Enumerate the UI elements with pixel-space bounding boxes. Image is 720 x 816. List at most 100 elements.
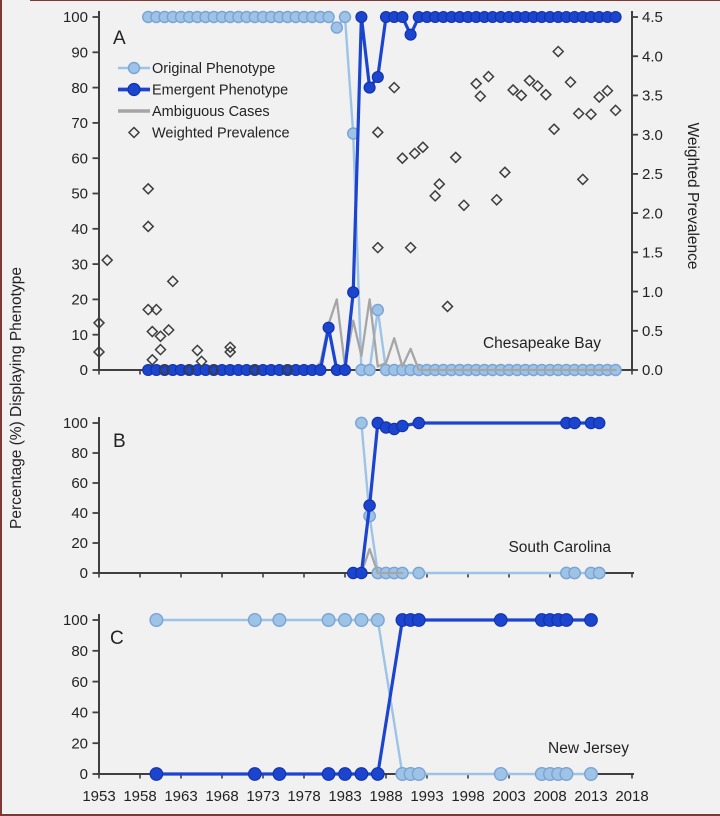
weighted-prevalence-diamond (191, 344, 204, 357)
marker-emergent-phenotype (347, 286, 360, 299)
legend-label-weighted-prevalence: Weighted Prevalence (152, 126, 290, 142)
right-axis-title: Weighted Prevalence (684, 122, 701, 269)
weighted-prevalence-diamond (371, 241, 384, 254)
x-tick-label: 1958 (123, 788, 156, 805)
weighted-prevalence-diamond-icon (127, 126, 141, 139)
marker-original-phenotype (330, 21, 343, 34)
x-tick-label: 1973 (246, 788, 279, 805)
marker-emergent-phenotype (354, 767, 369, 781)
y-tick-label: 40 (71, 505, 88, 522)
marker-original-phenotype (354, 613, 369, 628)
y-tick-label: 100 (63, 9, 88, 26)
marker-original-phenotype (584, 767, 599, 782)
marker-emergent-phenotype (355, 10, 368, 24)
marker-original-phenotype (493, 767, 508, 782)
marker-original-phenotype (411, 767, 426, 782)
marker-emergent-phenotype (609, 10, 622, 24)
weighted-prevalence-diamond (154, 343, 167, 356)
weighted-prevalence-diamond (433, 178, 446, 191)
marker-emergent-phenotype (338, 363, 352, 377)
region-label-new-jersey: New Jersey (548, 740, 629, 757)
right-y-tick-label: 2.5 (642, 166, 663, 183)
y-tick-label: 100 (63, 415, 88, 432)
weighted-prevalence-diamond (490, 193, 503, 206)
marker-emergent-phenotype (584, 613, 598, 627)
weighted-prevalence-diamond (564, 76, 577, 89)
weighted-prevalence-diamond (224, 341, 237, 354)
right-y-tick-label: 0.5 (642, 323, 663, 340)
weighted-prevalence-diamond (449, 151, 462, 164)
y-tick-label: 50 (71, 186, 88, 203)
weighted-prevalence-diamond (207, 363, 220, 377)
legend-item-weighted-prevalence: Weighted Prevalence (127, 126, 290, 142)
weighted-prevalence-diamond (523, 74, 536, 87)
x-tick-label: 1983 (328, 788, 361, 805)
weighted-prevalence-diamond (441, 300, 454, 313)
x-tick-label: 2018 (615, 788, 648, 805)
weighted-prevalence-diamond (154, 330, 167, 343)
scan-edge-left (0, 0, 2, 816)
x-tick-label: 1988 (369, 788, 402, 805)
y-tick-label: 10 (71, 327, 88, 344)
weighted-prevalence-diamond (474, 90, 487, 103)
x-tick-label: 2008 (533, 788, 566, 805)
weighted-prevalence-diamond (609, 104, 622, 117)
marker-emergent-phenotype (412, 416, 426, 430)
marker-emergent-phenotype (411, 613, 426, 627)
marker-original-phenotype (354, 416, 368, 430)
right-y-tick-label: 3.0 (642, 127, 663, 144)
y-tick-label: 80 (71, 643, 88, 660)
weighted-prevalence-diamond (408, 147, 421, 160)
series-line-original-phenotype (155, 618, 593, 776)
series-line-emergent-phenotype (154, 618, 593, 776)
weighted-prevalence-diamond (396, 152, 409, 165)
right-y-tick-label: 3.5 (642, 88, 663, 105)
y-tick-label: 30 (71, 256, 88, 273)
weighted-prevalence-diamond (515, 89, 528, 102)
emergent-phenotype-marker-icon (127, 82, 141, 97)
y-tick-label: 0 (80, 766, 88, 783)
marker-emergent-phenotype (404, 28, 417, 41)
y-tick-label: 20 (71, 735, 88, 752)
y-tick-label: 60 (71, 150, 88, 167)
right-y-tick-label: 0.0 (642, 362, 663, 379)
series-ambiguous-cases (360, 547, 404, 575)
left-axis-title: Percentage (%) Displaying Phenotype (8, 267, 25, 529)
marker-emergent-phenotype (321, 767, 336, 781)
marker-original-phenotype (247, 613, 262, 628)
legend-item-emergent-phenotype: Emergent Phenotype (118, 83, 288, 99)
marker-emergent-phenotype (592, 416, 606, 430)
series-emergent-phenotype (346, 416, 606, 580)
y-tick-label: 60 (71, 475, 88, 492)
panel-b-chart: 0 20 40 60 80 100 (63, 415, 634, 582)
marker-emergent-phenotype (396, 419, 409, 433)
y-tick-label: 70 (71, 115, 88, 132)
marker-emergent-phenotype (338, 767, 352, 781)
weighted-prevalence-diamond (158, 363, 171, 377)
right-y-tick-label: 1.0 (642, 284, 663, 301)
weighted-prevalence-diamond (183, 363, 196, 377)
weighted-prevalence-diamond (404, 241, 417, 254)
x-tick-label: 1953 (82, 788, 115, 805)
marker-original-phenotype (338, 613, 353, 628)
weighted-prevalence-diamond (539, 88, 552, 101)
y-tick-label: 100 (63, 612, 88, 629)
legend-item-ambiguous-cases: Ambiguous Cases (118, 104, 270, 120)
weighted-prevalence-diamond (142, 220, 155, 233)
weighted-prevalence-diamond (548, 123, 561, 136)
x-tick-label: 1998 (451, 788, 484, 805)
region-label-south-carolina: South Carolina (508, 539, 611, 556)
weighted-prevalence-diamond (552, 45, 565, 58)
y-tick-label: 90 (71, 45, 88, 62)
marker-original-phenotype (149, 613, 164, 628)
marker-original-phenotype (321, 613, 336, 628)
series-emergent-phenotype (149, 613, 598, 781)
weighted-prevalence-diamond (166, 275, 179, 288)
marker-emergent-phenotype (314, 363, 327, 377)
region-label-chesapeake-bay: Chesapeake Bay (483, 335, 601, 352)
x-tick-label: 1978 (287, 788, 320, 805)
weighted-prevalence-diamond (101, 254, 114, 267)
weighted-prevalence-diamond (470, 77, 483, 90)
